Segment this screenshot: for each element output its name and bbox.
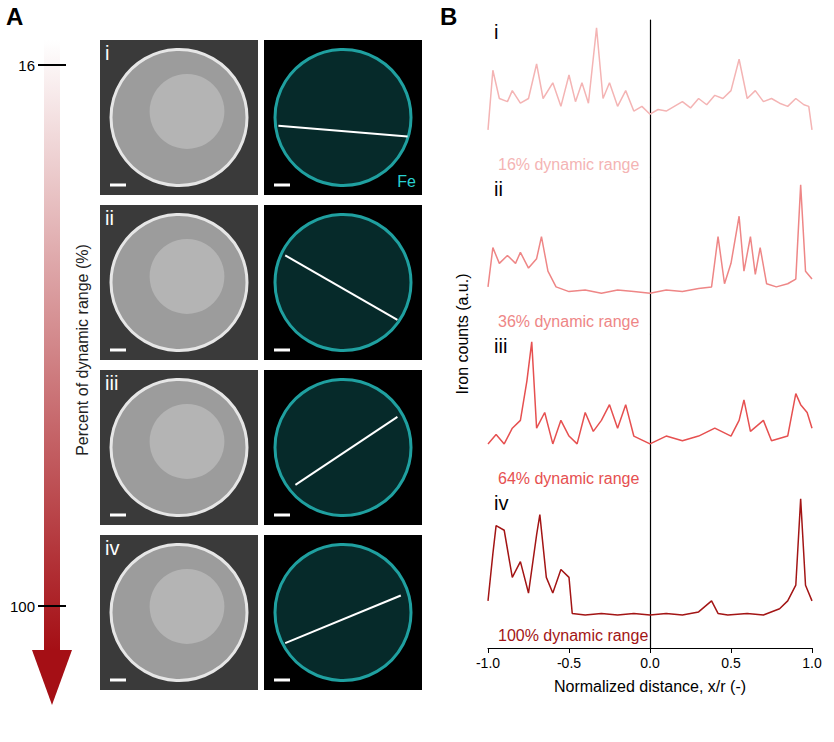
svg-text:Iron counts (a.u.): Iron counts (a.u.) bbox=[454, 274, 471, 395]
svg-text:i: i bbox=[105, 42, 109, 64]
svg-text:-0.5: -0.5 bbox=[557, 655, 581, 671]
svg-text:iii: iii bbox=[494, 335, 507, 357]
svg-text:100% dynamic range: 100% dynamic range bbox=[498, 627, 648, 644]
svg-text:B: B bbox=[440, 3, 457, 30]
svg-text:0.5: 0.5 bbox=[721, 655, 741, 671]
svg-text:ii: ii bbox=[105, 207, 114, 229]
svg-text:Fe: Fe bbox=[397, 173, 416, 190]
svg-text:-1.0: -1.0 bbox=[476, 655, 500, 671]
svg-text:0.0: 0.0 bbox=[640, 655, 660, 671]
svg-text:Percent of dynamic range (%): Percent of dynamic range (%) bbox=[74, 244, 91, 456]
svg-text:iv: iv bbox=[105, 537, 119, 559]
svg-text:1.0: 1.0 bbox=[802, 655, 822, 671]
svg-text:16: 16 bbox=[18, 57, 35, 74]
svg-text:100: 100 bbox=[10, 598, 35, 615]
svg-text:iii: iii bbox=[105, 372, 118, 394]
svg-text:i: i bbox=[494, 21, 498, 43]
svg-text:36% dynamic range: 36% dynamic range bbox=[498, 313, 640, 330]
svg-text:A: A bbox=[6, 3, 23, 30]
svg-text:iv: iv bbox=[494, 492, 508, 514]
svg-text:ii: ii bbox=[494, 178, 503, 200]
svg-text:16% dynamic range: 16% dynamic range bbox=[498, 156, 640, 173]
svg-text:Normalized distance, x/r (-): Normalized distance, x/r (-) bbox=[554, 678, 746, 695]
svg-text:64% dynamic range: 64% dynamic range bbox=[498, 470, 640, 487]
